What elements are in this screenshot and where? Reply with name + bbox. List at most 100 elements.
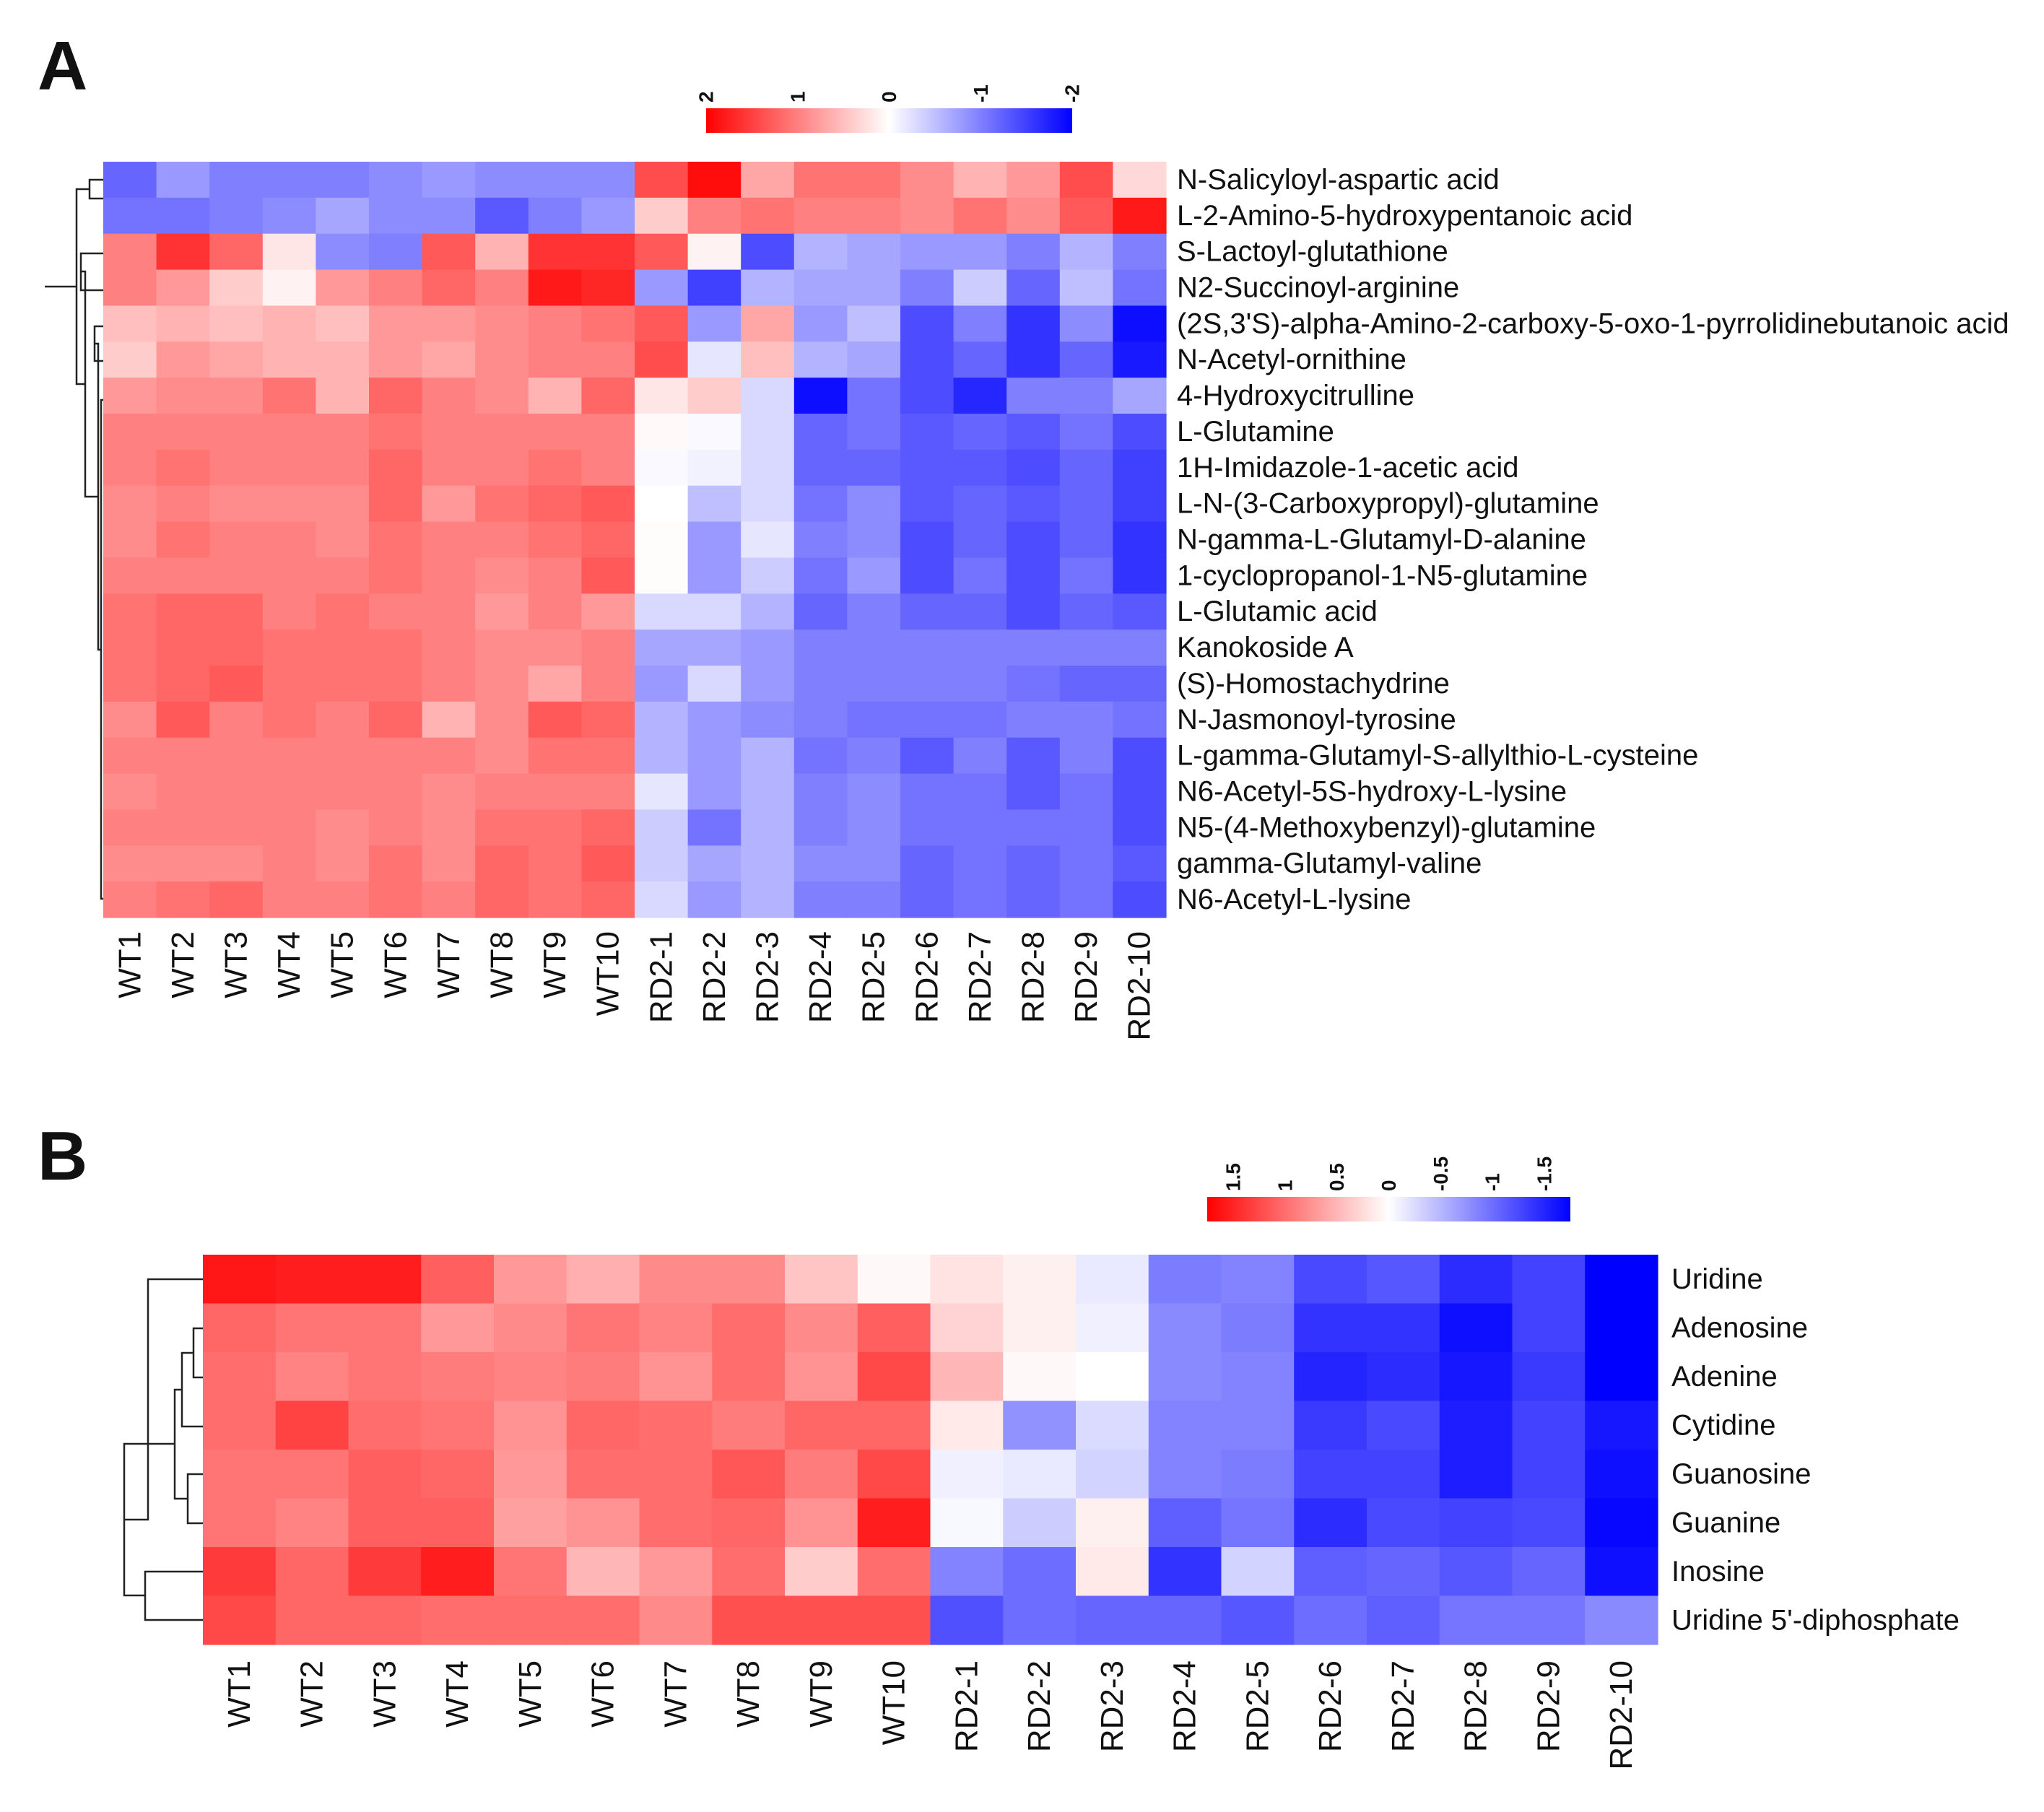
panel-b-heatmap xyxy=(203,1255,1658,1645)
heatmap-cell xyxy=(712,1595,786,1645)
heatmap-cell xyxy=(1585,1595,1658,1645)
column-label: RD2-6 xyxy=(909,931,944,1023)
heatmap-cell xyxy=(1512,1595,1586,1645)
heatmap-cell xyxy=(741,162,795,199)
heatmap-cell xyxy=(262,845,316,882)
heatmap-cell xyxy=(1148,1401,1222,1450)
heatmap-cell xyxy=(793,881,848,918)
heatmap-cell xyxy=(566,1352,640,1402)
heatmap-cell xyxy=(1113,701,1167,739)
heatmap-cell xyxy=(785,1401,858,1450)
heatmap-cell xyxy=(316,809,370,846)
heatmap-cell xyxy=(581,593,635,630)
heatmap-cell xyxy=(581,269,635,307)
heatmap-cell xyxy=(422,845,476,882)
row-label: 1-cyclopropanol-1-N5-glutamine xyxy=(1177,559,1588,591)
heatmap-cell xyxy=(209,881,264,918)
heatmap-cell xyxy=(275,1255,349,1304)
panel-b-dendrogram xyxy=(123,1278,203,1621)
heatmap-cell xyxy=(1439,1303,1513,1353)
heatmap-cell xyxy=(900,414,954,450)
heatmap-cell xyxy=(1367,1595,1440,1645)
row-label: 4-Hydroxycitrulline xyxy=(1177,380,1414,411)
row-label: Cytidine xyxy=(1671,1409,1776,1441)
heatmap-cell xyxy=(475,269,529,307)
heatmap-cell xyxy=(793,305,848,342)
heatmap-cell xyxy=(581,414,635,450)
heatmap-cell xyxy=(156,485,210,523)
heatmap-cell xyxy=(1221,1595,1295,1645)
heatmap-cell xyxy=(1059,630,1113,666)
heatmap-cell xyxy=(203,1595,277,1645)
heatmap-cell xyxy=(528,485,582,523)
heatmap-cell xyxy=(566,1450,640,1499)
heatmap-cell xyxy=(494,1498,567,1548)
heatmap-cell xyxy=(475,521,529,559)
column-label: RD2-2 xyxy=(697,931,732,1023)
heatmap-cell xyxy=(369,666,423,702)
heatmap-cell xyxy=(528,666,582,702)
heatmap-cell xyxy=(156,666,210,702)
heatmap-cell xyxy=(262,737,316,775)
heatmap-cell xyxy=(475,162,529,199)
panel-b-letter: B xyxy=(38,1118,87,1195)
heatmap-cell xyxy=(687,449,742,487)
heatmap-cell xyxy=(1113,521,1167,559)
heatmap-cell xyxy=(900,809,954,846)
heatmap-cell xyxy=(1076,1450,1149,1499)
heatmap-cell xyxy=(1076,1401,1149,1450)
panel-a-dendrogram xyxy=(45,178,103,900)
heatmap-cell xyxy=(1294,1303,1367,1353)
column-label: RD2-8 xyxy=(1458,1660,1494,1752)
heatmap-cell xyxy=(422,414,476,450)
heatmap-cell xyxy=(103,485,157,523)
heatmap-cell xyxy=(1059,557,1113,594)
column-label: RD2-9 xyxy=(1531,1660,1566,1752)
heatmap-cell xyxy=(581,305,635,342)
row-label: Guanine xyxy=(1671,1507,1780,1538)
column-label: WT4 xyxy=(440,1660,475,1728)
panel-a-letter: A xyxy=(38,27,87,105)
heatmap-cell xyxy=(793,845,848,882)
heatmap-cell xyxy=(1006,630,1061,666)
heatmap-cell xyxy=(847,414,901,450)
heatmap-cell xyxy=(1003,1498,1077,1548)
panel-a-row-labels: N-Salicyloyl-aspartic acid L-2-Amino-5-hy… xyxy=(1177,164,2009,915)
heatmap-cell xyxy=(494,1255,567,1304)
heatmap-cell xyxy=(1006,593,1061,630)
column-label: RD2-3 xyxy=(750,931,786,1023)
heatmap-cell xyxy=(422,737,476,775)
heatmap-cell xyxy=(741,521,795,559)
heatmap-cell xyxy=(494,1352,567,1402)
heatmap-cell xyxy=(793,701,848,739)
heatmap-cell xyxy=(316,341,370,378)
heatmap-cell xyxy=(262,341,316,378)
heatmap-cell xyxy=(1076,1498,1149,1548)
heatmap-cell xyxy=(930,1450,1004,1499)
heatmap-cell xyxy=(1059,378,1113,414)
heatmap-cell xyxy=(369,341,423,378)
heatmap-cell xyxy=(1439,1450,1513,1499)
heatmap-cell xyxy=(103,845,157,882)
heatmap-cell xyxy=(422,341,476,378)
heatmap-cell xyxy=(687,341,742,378)
heatmap-cell xyxy=(1585,1401,1658,1450)
heatmap-cell xyxy=(687,809,742,846)
heatmap-cell xyxy=(566,1595,640,1645)
column-label: WT8 xyxy=(484,931,520,998)
heatmap-cell xyxy=(581,809,635,846)
heatmap-cell xyxy=(209,557,264,594)
heatmap-cell xyxy=(156,305,210,342)
heatmap-cell xyxy=(1221,1303,1295,1353)
heatmap-cell xyxy=(203,1401,277,1450)
heatmap-cell xyxy=(687,269,742,307)
heatmap-cell xyxy=(741,809,795,846)
heatmap-cell xyxy=(348,1255,422,1304)
column-label: RD2-1 xyxy=(643,931,679,1023)
heatmap-cell xyxy=(639,1547,713,1597)
heatmap-cell xyxy=(953,414,1007,450)
heatmap-cell xyxy=(1113,737,1167,775)
heatmap-cell xyxy=(103,233,157,271)
heatmap-cell xyxy=(475,593,529,630)
heatmap-cell xyxy=(209,414,264,450)
